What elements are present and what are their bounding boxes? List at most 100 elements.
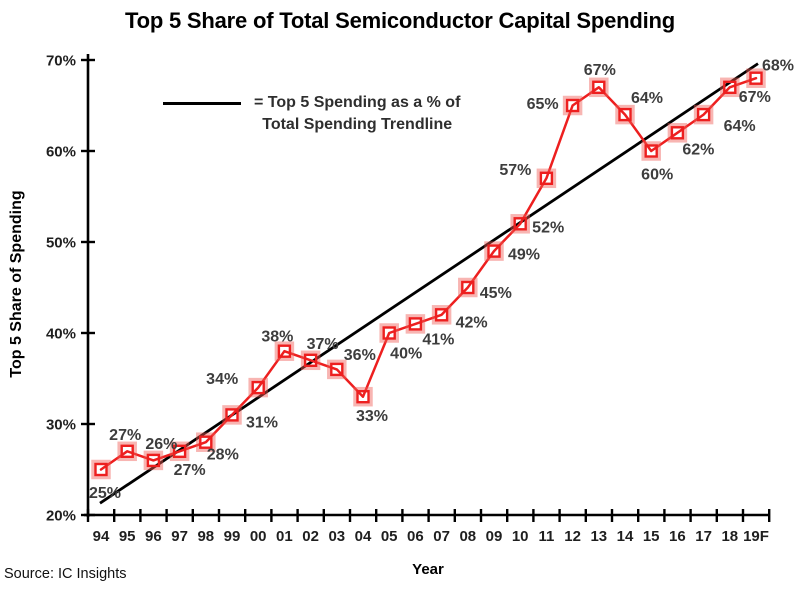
x-tick-label: 01 <box>276 528 293 545</box>
data-point-label: 60% <box>641 167 673 184</box>
data-point-label: 42% <box>456 314 488 331</box>
data-point-label: 37% <box>307 336 339 353</box>
data-point-marker <box>303 353 318 367</box>
data-point-marker <box>251 380 265 395</box>
x-tick-label: 98 <box>197 528 214 545</box>
data-point-label: 57% <box>499 162 531 179</box>
data-point-marker <box>670 126 685 140</box>
data-point-marker <box>513 217 527 231</box>
data-point-label: 52% <box>532 219 564 236</box>
y-tick-label: 50% <box>46 235 76 252</box>
data-point-halo <box>746 68 766 88</box>
data-point-halo <box>117 441 137 462</box>
data-point-marker <box>539 171 554 186</box>
data-point-halo <box>720 77 740 98</box>
data-point-halo <box>91 459 111 480</box>
x-tick-label: 11 <box>538 528 554 545</box>
data-point-label: 65% <box>527 96 559 113</box>
data-point-halo <box>169 441 190 462</box>
x-tick-label: 94 <box>93 528 110 545</box>
data-point-marker <box>723 80 737 95</box>
legend-label-line1: = Top 5 Spending as a % of <box>254 94 461 111</box>
data-point-marker <box>461 280 475 295</box>
data-point-halo <box>510 214 530 234</box>
data-point-marker <box>434 308 449 322</box>
data-point-halo <box>300 350 321 371</box>
data-point-label: 26% <box>145 436 177 453</box>
data-point-label: 64% <box>724 118 756 135</box>
data-point-halo <box>667 123 688 143</box>
data-point-marker <box>565 98 580 113</box>
page-title: Top 5 Share of Total Semiconductor Capit… <box>124 8 676 33</box>
x-tick-label: 97 <box>171 528 188 545</box>
data-point-marker <box>94 462 108 477</box>
data-point-marker <box>172 444 187 458</box>
x-tick-label: 13 <box>590 528 607 545</box>
data-point-marker <box>696 107 711 122</box>
x-tick-label: 14 <box>617 528 634 545</box>
data-point-halo <box>615 104 635 125</box>
data-point-label: 67% <box>739 89 771 106</box>
trendline <box>99 62 759 505</box>
source-text: Source: IC Insights <box>4 566 127 582</box>
legend-label-line2: Total Spending Trendline <box>262 116 453 133</box>
data-point-halo <box>353 386 373 407</box>
data-point-marker <box>277 344 292 358</box>
data-point-halo <box>693 104 714 125</box>
x-tick-label: 05 <box>381 528 398 545</box>
data-point-marker <box>408 317 423 331</box>
x-tick-label: 06 <box>407 528 424 545</box>
x-tick-label: 09 <box>486 528 503 545</box>
data-point-label: 31% <box>246 414 278 431</box>
y-tick-label: 30% <box>46 417 76 434</box>
data-point-halo <box>641 141 661 161</box>
x-tick-label: 15 <box>643 528 660 545</box>
data-point-label: 40% <box>390 346 422 363</box>
x-tick-label: 00 <box>250 528 267 545</box>
data-point-marker <box>749 71 763 85</box>
data-point-marker <box>592 80 606 95</box>
x-tick-label: 10 <box>512 528 529 545</box>
legend: = Top 5 Spending as a % of Total Spendin… <box>163 92 460 136</box>
data-point-halo <box>196 432 216 452</box>
data-point-marker <box>356 390 370 404</box>
data-point-label: 34% <box>206 371 238 388</box>
data-point-halo <box>379 323 399 343</box>
data-point-halo <box>484 241 504 261</box>
x-tick-label: 96 <box>145 528 162 545</box>
data-point-halo <box>405 314 426 334</box>
data-point-label: 67% <box>584 62 616 79</box>
data-point-label: 64% <box>631 90 663 107</box>
x-tick-label: 04 <box>355 528 372 545</box>
x-tick-label: 18 <box>721 528 738 545</box>
data-point-label: 27% <box>109 427 141 444</box>
data-point-halo <box>274 341 295 361</box>
data-point-label: 33% <box>356 408 388 425</box>
x-tick-label: 17 <box>695 528 712 545</box>
data-point-halo <box>536 168 557 189</box>
y-tick-label: 20% <box>46 508 76 525</box>
x-tick-label: 02 <box>302 528 319 545</box>
data-point-label: 62% <box>682 141 714 158</box>
x-tick-label: 99 <box>224 528 241 545</box>
data-point-marker <box>382 326 396 340</box>
x-tick-label: 19F <box>743 528 769 545</box>
data-point-marker <box>330 362 344 377</box>
data-point-halo <box>248 377 268 398</box>
data-point-label: 45% <box>480 285 512 302</box>
y-tick-label: 40% <box>46 326 76 343</box>
data-point-halo <box>562 95 583 116</box>
data-point-halo <box>327 359 347 380</box>
data-point-marker <box>644 144 658 158</box>
x-axis-title: Year <box>412 561 444 578</box>
data-point-marker <box>487 244 501 258</box>
data-point-marker <box>618 107 632 122</box>
data-point-label: 41% <box>422 331 454 348</box>
data-point-marker <box>199 435 213 449</box>
series-line <box>99 76 758 471</box>
data-point-halo <box>431 305 452 325</box>
data-point-marker <box>225 408 239 422</box>
x-tick-label: 12 <box>564 528 581 545</box>
